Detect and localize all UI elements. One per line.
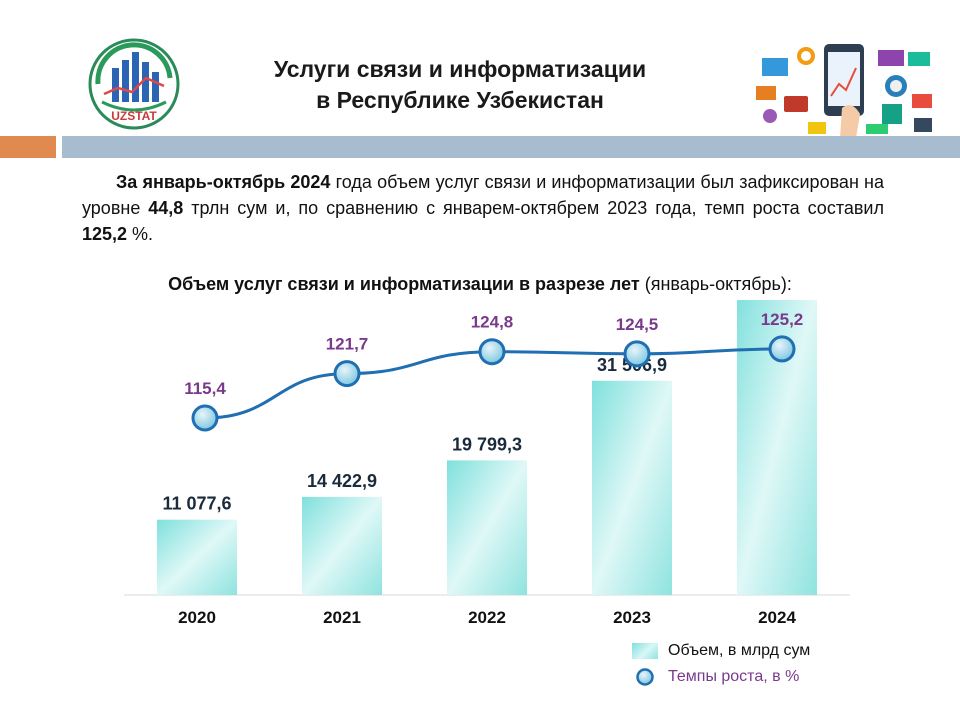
bar-label-2021: 14 422,9: [307, 471, 377, 491]
growth-point-2023: [623, 340, 651, 368]
bar-2022: [447, 460, 527, 595]
legend-label-growth: Темпы роста, в %: [668, 668, 800, 685]
header-accent-orange: [0, 136, 56, 158]
bar-2023: [592, 380, 672, 595]
growth-points: [191, 335, 796, 432]
growth-value-labels: 115,4 121,7 124,8 124,5 125,2: [184, 310, 803, 398]
device-icons-cluster: [756, 44, 932, 138]
x-tick-2024: 2024: [758, 608, 796, 627]
x-tick-labels: 2020 2021 2022 2023 2024: [178, 608, 796, 627]
chart-legend: Объем, в млрд сум Темпы роста, в %: [632, 640, 932, 688]
x-tick-2021: 2021: [323, 608, 361, 627]
x-tick-2020: 2020: [178, 608, 216, 627]
bars-series: [157, 300, 817, 595]
growth-label-2020: 115,4: [184, 379, 226, 398]
chart-subtitle: Объем услуг связи и информатизации в раз…: [60, 274, 900, 295]
growth-point-2021: [333, 360, 361, 388]
bar-2021: [302, 496, 382, 595]
growth-label-2021: 121,7: [326, 335, 369, 354]
bar-label-2022: 19 799,3: [452, 434, 522, 454]
legend-line-marker: [636, 668, 654, 686]
legend-item-growth: Темпы роста, в %: [632, 666, 799, 688]
intro-growth: 125,2: [82, 224, 128, 244]
growth-point-2020: [191, 404, 219, 432]
growth-point-2024: [768, 335, 796, 363]
intro-paragraph: За январь-октябрь 2024 года объем услуг …: [82, 169, 884, 247]
header-accent-blue: [62, 136, 960, 158]
bar-label-2020: 11 077,6: [162, 494, 231, 514]
page-title: Услуги связи и информатизации в Республи…: [200, 54, 720, 116]
growth-point-2022: [478, 338, 506, 366]
chart-subtitle-bold: Объем услуг связи и информатизации в раз…: [168, 274, 640, 294]
combo-chart: 11 077,614 422,919 799,331 506,944 783,4…: [124, 300, 850, 627]
x-tick-2022: 2022: [468, 608, 506, 627]
x-tick-2023: 2023: [613, 608, 651, 627]
legend-item-volume: Объем, в млрд сум: [632, 640, 810, 662]
intro-text-3: %.: [127, 224, 154, 244]
intro-volume: 44,8: [148, 198, 184, 218]
ict-illustration: [756, 44, 932, 138]
bar-value-labels: 11 077,614 422,919 799,331 506,944 783,4: [162, 355, 667, 514]
growth-label-2024: 125,2: [761, 310, 804, 329]
legend-bar-swatch: [632, 643, 658, 659]
uzstat-logo: UZSTAT: [88, 38, 180, 130]
growth-label-2023: 124,5: [616, 315, 659, 334]
title-line-1: Услуги связи и информатизации: [273, 56, 647, 82]
logo-text: UZSTAT: [111, 109, 157, 123]
legend-label-volume: Объем, в млрд сум: [668, 642, 811, 659]
growth-label-2022: 124,8: [471, 313, 514, 332]
bar-2020: [157, 519, 237, 595]
intro-period: За январь-октябрь 2024: [116, 172, 331, 192]
intro-text-2: трлн сум и, по сравнению с январем-октяб…: [183, 198, 884, 218]
chart-subtitle-normal: (январь-октябрь):: [639, 274, 792, 294]
intro-text-1: года объем услуг связи и информатизации …: [82, 172, 885, 218]
title-line-2: в Республике Узбекистан: [316, 87, 604, 113]
